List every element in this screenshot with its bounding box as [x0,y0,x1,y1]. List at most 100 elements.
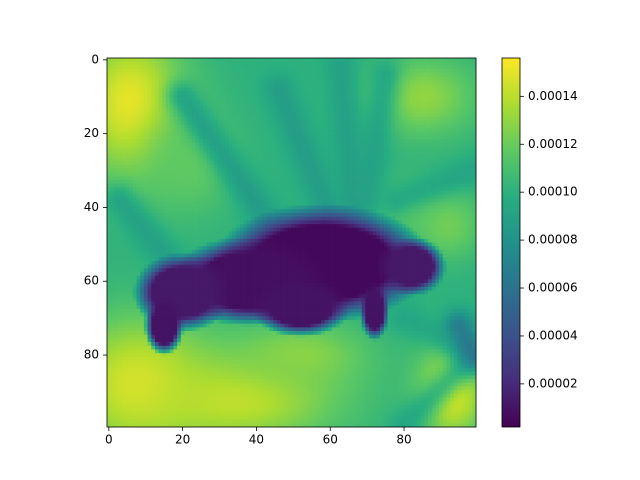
heatmap-cell [343,165,348,170]
heatmap-cell [195,139,200,144]
heatmap-cell [306,76,311,81]
heatmap-cell [306,142,311,147]
heatmap-cell [431,190,436,195]
heatmap-cell [225,146,230,151]
heatmap-cell [232,194,237,199]
heatmap-cell [350,139,355,144]
heatmap-cell [258,198,263,203]
heatmap-cell [276,105,281,111]
heatmap-cell [380,58,385,63]
heatmap-cell [309,157,314,162]
heatmap-cell [313,153,318,158]
heatmap-cell [387,205,392,210]
heatmap-cell [206,172,211,177]
heatmap-cell [472,113,477,118]
heatmap-cell [402,216,407,221]
heatmap-cell [284,190,289,195]
heatmap-cell [228,190,233,195]
heatmap-cell [313,65,318,70]
heatmap-cell [313,205,318,210]
heatmap-cell [232,216,237,221]
heatmap-cell [464,124,469,129]
heatmap-cell [228,83,233,88]
heatmap-cell [435,124,440,129]
heatmap-cell [180,212,185,218]
heatmap-cell [420,76,425,81]
heatmap-cell [143,65,148,70]
heatmap-cell [243,198,248,203]
heatmap-cell [450,80,455,85]
heatmap-cell [372,135,377,140]
heatmap-cell [162,238,167,243]
heatmap-cell [228,176,233,181]
heatmap-cell [298,105,303,111]
heatmap-cell [306,165,311,170]
heatmap-cell [317,179,322,184]
heatmap-cell [391,227,396,232]
heatmap-cell [317,205,322,210]
heatmap-cell [140,201,145,206]
heatmap-cell [225,183,230,188]
heatmap-cell [335,227,340,232]
heatmap-cell [232,231,237,236]
heatmap-cell [365,179,370,184]
heatmap-cell [184,150,189,155]
heatmap-cell [276,146,281,151]
heatmap-cell [221,153,226,158]
heatmap-cell [199,194,204,199]
heatmap-cell [464,109,469,114]
heatmap-cell [217,105,222,111]
heatmap-cell [339,61,344,66]
heatmap-cell [136,94,141,99]
heatmap-cell [424,76,429,81]
heatmap-cell [472,176,477,181]
heatmap-cell [357,91,362,96]
heatmap-cell [346,65,351,70]
heatmap-cell [221,201,226,206]
heatmap-cell [107,168,112,173]
heatmap-cell [280,58,285,63]
heatmap-cell [354,94,359,99]
heatmap-cell [332,176,337,181]
heatmap-cell [394,168,399,173]
heatmap-cell [140,87,145,92]
heatmap-cell [118,61,123,66]
heatmap-cell [321,135,326,140]
heatmap-cell [287,209,292,214]
heatmap-cell [354,135,359,140]
heatmap-cell [435,139,440,144]
heatmap-cell [402,98,407,103]
heatmap-cell [121,161,126,166]
heatmap-cell [140,69,145,74]
heatmap-cell [398,153,403,158]
heatmap-cell [468,216,473,221]
heatmap-cell [221,139,226,144]
heatmap-cell [457,187,462,192]
heatmap-cell [295,198,300,203]
heatmap-cell [273,165,278,170]
heatmap-cell [317,238,322,243]
heatmap-cell [409,98,414,103]
heatmap-cell [398,224,403,229]
heatmap-cell [321,80,326,85]
heatmap-cell [284,72,289,77]
heatmap-cell [166,231,171,236]
heatmap-cell [464,131,469,136]
heatmap-cell [143,194,148,199]
heatmap-cell [250,194,255,199]
heatmap-cell [206,117,211,122]
heatmap-cell [243,98,248,103]
heatmap-cell [158,165,163,170]
heatmap-cell [280,83,285,88]
heatmap-cell [450,72,455,77]
heatmap-cell [405,98,410,103]
heatmap-cell [380,198,385,203]
heatmap-cell [287,128,292,133]
heatmap-cell [110,168,115,173]
heatmap-cell [424,61,429,66]
heatmap-cell [276,83,281,88]
heatmap-cell [383,94,388,99]
heatmap-cell [439,139,444,144]
heatmap-cell [132,117,137,122]
heatmap-cell [265,212,270,218]
